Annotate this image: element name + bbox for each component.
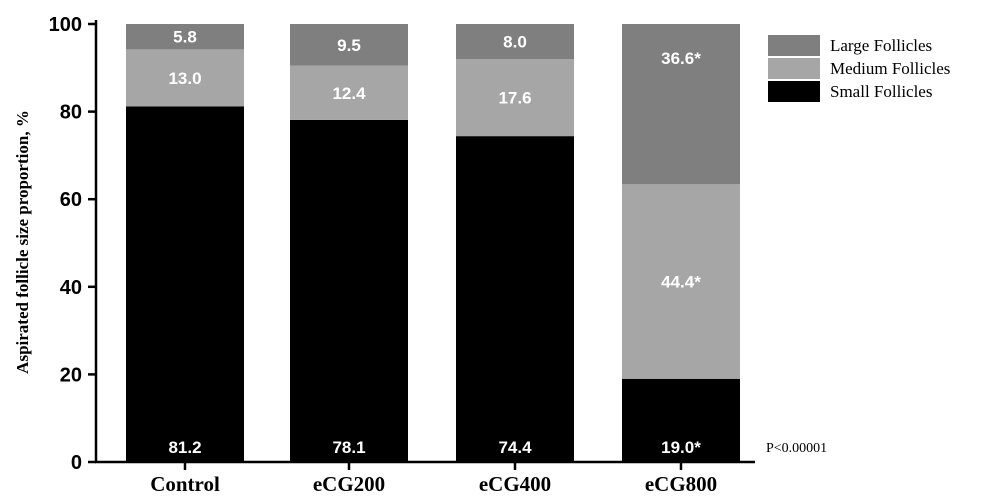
y-tick-label: 80 <box>60 102 82 124</box>
data-label-medium-follicles-ecg800: 44.4* <box>661 273 701 292</box>
legend-swatch-small-follicles <box>768 81 820 102</box>
bar-segment-large-follicles-ecg200 <box>290 24 408 66</box>
data-label-medium-follicles-control: 13.0 <box>168 69 201 88</box>
bar-segment-large-follicles-ecg800 <box>622 24 740 185</box>
legend-swatch-medium-follicles <box>768 58 820 79</box>
y-tick-label: 100 <box>49 14 82 36</box>
data-label-large-follicles-ecg400: 8.0 <box>503 33 527 52</box>
data-label-small-follicles-ecg200: 78.1 <box>332 438 365 457</box>
p-value-annotation: P<0.00001 <box>766 441 827 456</box>
legend-swatch-large-follicles <box>768 35 820 56</box>
bar-segment-medium-follicles-ecg800 <box>622 184 740 379</box>
y-tick-label: 20 <box>60 364 82 386</box>
bar-segment-large-follicles-control <box>126 24 244 50</box>
data-label-small-follicles-ecg800: 19.0* <box>661 438 701 457</box>
legend-label-medium-follicles: Medium Follicles <box>830 59 950 78</box>
x-tick-label-control: Control <box>150 472 220 496</box>
data-label-medium-follicles-ecg200: 12.4 <box>332 84 366 103</box>
bars-group <box>126 24 740 463</box>
bar-segment-medium-follicles-ecg400 <box>456 59 574 137</box>
data-label-large-follicles-ecg800: 36.6* <box>661 49 701 68</box>
data-label-large-follicles-ecg200: 9.5 <box>337 36 361 55</box>
bar-segment-small-follicles-ecg200 <box>290 119 408 462</box>
y-ticks-group: 0 20 40 60 80 100 <box>49 14 96 474</box>
bar-segment-large-follicles-ecg400 <box>456 24 574 60</box>
bar-segment-small-follicles-ecg400 <box>456 136 574 463</box>
bar-segment-small-follicles-ecg800 <box>622 378 740 462</box>
y-axis-label: Aspirated follicle size proportion, % <box>13 110 32 374</box>
legend-label-small-follicles: Small Follicles <box>830 82 932 101</box>
data-labels-group: 81.2 13.0 5.8 78.1 12.4 9.5 74.4 17.6 8.0 19.0* 44… <box>168 28 701 457</box>
data-label-medium-follicles-ecg400: 17.6 <box>498 89 531 108</box>
bar-segment-medium-follicles-ecg200 <box>290 65 408 120</box>
legend-label-large-follicles: Large Follicles <box>830 36 932 55</box>
y-tick-label: 0 <box>71 452 82 474</box>
x-ticks-group: Control eCG200 eCG400 eCG800 <box>150 462 717 496</box>
bar-segment-medium-follicles-control <box>126 49 244 107</box>
data-label-small-follicles-ecg400: 74.4 <box>498 438 532 457</box>
x-tick-label-ecg800: eCG800 <box>645 472 717 496</box>
bar-segment-small-follicles-control <box>126 106 244 463</box>
data-label-large-follicles-control: 5.8 <box>173 28 197 47</box>
data-label-small-follicles-control: 81.2 <box>168 438 201 457</box>
x-tick-label-ecg400: eCG400 <box>479 472 551 496</box>
x-tick-label-ecg200: eCG200 <box>313 472 385 496</box>
y-tick-label: 40 <box>60 277 82 299</box>
y-tick-label: 60 <box>60 189 82 211</box>
legend: Large Follicles Medium Follicles Small Fol… <box>768 35 950 102</box>
